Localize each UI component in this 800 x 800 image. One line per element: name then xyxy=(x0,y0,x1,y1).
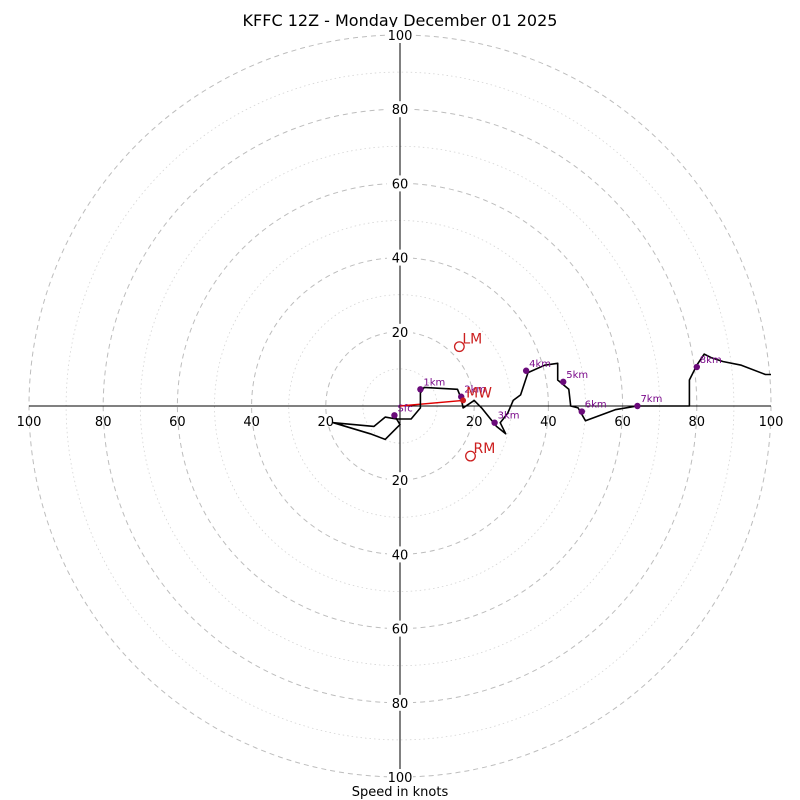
height-markers: Sfc 1km 2km 3km 4km 5km 6km 7km 8km xyxy=(391,355,722,426)
tick-label-up-40: 40 xyxy=(392,252,409,267)
tick-label-up-80: 80 xyxy=(392,103,409,118)
tick-label-left-60: 60 xyxy=(169,415,186,430)
tick-label-bg xyxy=(387,769,413,785)
tick-label-bg xyxy=(387,472,413,489)
height-label-1km: 1km xyxy=(423,377,445,388)
height-dot-5km xyxy=(560,378,567,386)
tick-label-left-100: 100 xyxy=(17,415,42,430)
tick-label-left-20: 20 xyxy=(318,415,335,430)
mean-wind-shear-vector xyxy=(399,399,464,407)
tick-label-bg xyxy=(387,249,413,266)
tick-label-down-60: 60 xyxy=(392,623,409,638)
tick-label-bg xyxy=(387,694,413,711)
height-dot-1km xyxy=(417,386,424,393)
height-dot-7km xyxy=(634,402,641,410)
height-dot-8km xyxy=(693,363,700,371)
tick-label-right-80: 80 xyxy=(689,415,706,430)
x-axis-label: Speed in knots xyxy=(352,785,449,800)
storm-marker-mw xyxy=(460,397,467,404)
tick-label-down-40: 40 xyxy=(392,548,409,563)
hodograph-trace xyxy=(332,353,771,441)
tick-label-bg xyxy=(387,620,413,637)
tick-label-bg xyxy=(387,101,413,118)
tick-label-up-20: 20 xyxy=(392,326,409,341)
tick-label-down-100: 100 xyxy=(388,771,413,786)
height-dot-4km xyxy=(522,367,530,374)
axis-tick-labels: 20 40 60 80 100 20 40 60 80 100 20 40 60 80 100 20 40 60 8… xyxy=(17,27,784,786)
height-label-2km: 2km xyxy=(464,385,486,396)
height-dot-3km xyxy=(491,419,498,426)
tick-label-right-40: 40 xyxy=(540,415,557,430)
tick-label-right-60: 60 xyxy=(614,415,631,430)
storm-label-lm: LM xyxy=(462,332,482,348)
tick-label-left-80: 80 xyxy=(95,415,112,430)
height-label-3km: 3km xyxy=(498,411,520,422)
storm-label-rm: RM xyxy=(473,441,495,457)
tick-label-up-100: 100 xyxy=(388,29,413,44)
height-label-7km: 7km xyxy=(640,394,662,405)
storm-label-mw: MW xyxy=(466,385,492,401)
height-label-6km: 6km xyxy=(585,400,607,411)
tick-label-bg xyxy=(387,175,413,192)
tick-label-down-80: 80 xyxy=(392,697,409,712)
height-label-sfc: Sfc xyxy=(397,403,412,414)
storm-marker-lm xyxy=(453,341,465,353)
height-label-5km: 5km xyxy=(566,370,588,381)
storm-motion-markers: LM MW RM xyxy=(453,332,495,462)
tick-label-right-100: 100 xyxy=(759,415,784,430)
tick-label-up-60: 60 xyxy=(392,177,409,192)
tick-label-bg xyxy=(387,546,413,563)
tick-label-right-20: 20 xyxy=(466,415,483,430)
chart-title: KFFC 12Z - Monday December 01 2025 xyxy=(243,11,558,30)
height-label-4km: 4km xyxy=(529,359,551,370)
tick-label-bg xyxy=(387,323,413,340)
tick-label-down-20: 20 xyxy=(392,474,409,489)
tick-label-bg xyxy=(387,27,413,43)
tick-label-left-40: 40 xyxy=(243,415,260,430)
height-label-8km: 8km xyxy=(700,355,722,366)
height-dot-6km xyxy=(578,408,585,415)
storm-marker-rm xyxy=(465,450,476,462)
height-dot-sfc xyxy=(391,412,398,419)
